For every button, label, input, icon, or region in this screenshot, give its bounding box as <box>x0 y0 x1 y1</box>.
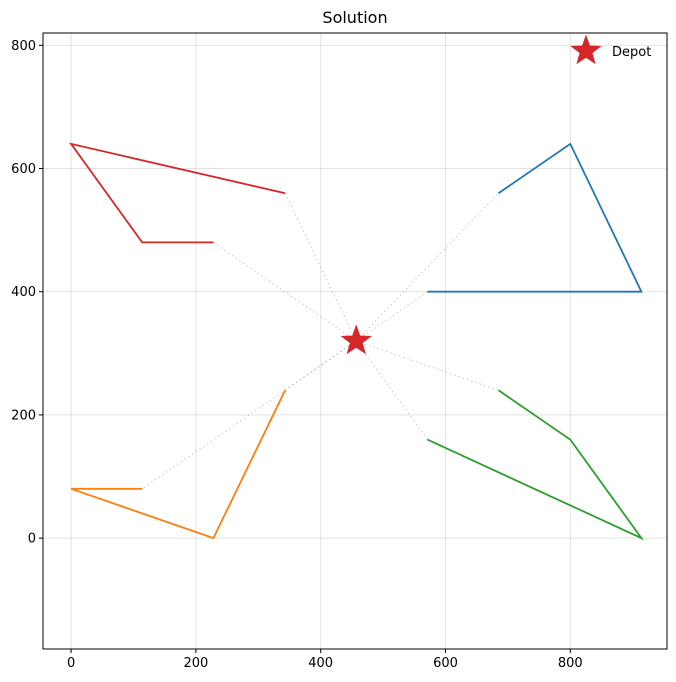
route-line-3 <box>427 389 645 541</box>
y-tick-label: 400 <box>11 285 36 300</box>
depot-connector-start <box>141 340 357 490</box>
route-layer <box>68 142 645 541</box>
route-line-4 <box>68 142 286 244</box>
y-tick-label: 200 <box>11 408 36 423</box>
x-tick-label: 200 <box>183 656 208 671</box>
grid-layer <box>43 33 667 649</box>
chart-title: Solution <box>322 8 387 27</box>
x-tick-label: 600 <box>433 656 458 671</box>
route-line-1 <box>427 142 643 293</box>
legend: Depot <box>570 34 651 65</box>
x-tick-label: 800 <box>558 656 583 671</box>
y-tick-label: 800 <box>11 39 36 54</box>
legend-depot-marker <box>570 34 602 65</box>
depot-connector-end <box>356 291 428 342</box>
x-tick-label: 0 <box>67 656 75 671</box>
depot-connectors <box>141 192 499 490</box>
depot-connector-end <box>213 242 357 342</box>
depot-connector-end <box>284 340 357 391</box>
x-tick-label: 400 <box>308 656 333 671</box>
plot-frame <box>42 32 668 650</box>
route-line-2 <box>70 389 286 540</box>
legend-star-icon <box>570 34 602 65</box>
tick-layer: 0 200 400 600 800 0 200 400 600 800 <box>11 39 583 671</box>
depot-marker <box>340 324 372 355</box>
depot-layer <box>340 324 372 355</box>
y-tick-label: 0 <box>28 532 36 547</box>
legend-depot-label: Depot <box>612 45 651 60</box>
depot-connector-start <box>284 192 357 342</box>
y-tick-label: 600 <box>11 162 36 177</box>
